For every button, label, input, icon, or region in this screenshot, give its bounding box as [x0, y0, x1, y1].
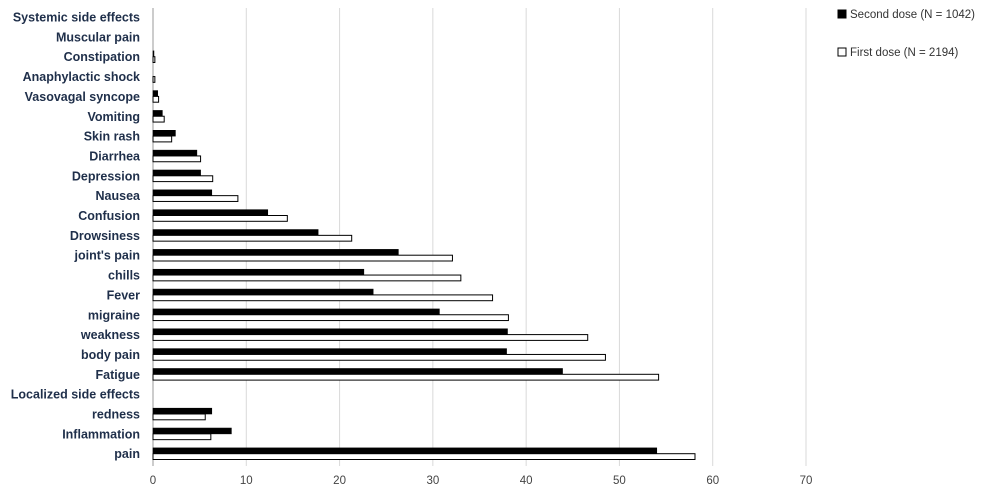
bar-first-dose: [152, 56, 156, 64]
bar-first-dose: [152, 135, 173, 143]
legend-swatch-first-dose: [837, 47, 847, 57]
category-label: Muscular pain: [56, 30, 140, 44]
bar-second-dose: [152, 90, 158, 97]
category-label: Depression: [72, 169, 140, 183]
category-label: migraine: [88, 308, 140, 322]
x-tick-label-50: 50: [613, 475, 626, 487]
bar-second-dose: [152, 209, 269, 216]
bar-first-dose: [152, 254, 453, 262]
category-label: Fatigue: [96, 368, 140, 382]
bar-second-dose: [152, 328, 508, 335]
legend-swatch-second-dose: [837, 9, 847, 19]
bar-second-dose: [152, 189, 213, 196]
legend: Second dose (N = 1042) First dose (N = 21…: [837, 9, 975, 59]
category-labels: Systemic side effects Muscular pain Consti…: [11, 11, 141, 462]
bar-first-dose: [152, 175, 214, 183]
bar-second-dose: [152, 149, 198, 157]
category-label: Vomiting: [87, 110, 140, 124]
bar-first-dose: [152, 453, 696, 461]
category-label: pain: [114, 447, 140, 461]
category-label: weakness: [80, 328, 140, 342]
bar-first-dose: [152, 234, 353, 242]
bar-first-dose: [152, 95, 160, 103]
category-label: Inflammation: [62, 427, 140, 441]
bar-first-dose: [152, 115, 165, 123]
bar-first-dose: [152, 353, 606, 361]
bar-second-dose: [152, 288, 374, 296]
bar-second-dose: [152, 130, 176, 137]
x-tick-label-10: 10: [240, 475, 253, 487]
bar-second-dose: [152, 427, 232, 435]
x-tick-label-70: 70: [800, 475, 813, 487]
bar-first-dose: [152, 76, 156, 83]
legend-label-first-dose: First dose (N = 2194): [850, 47, 959, 59]
bar-second-dose: [152, 407, 213, 415]
x-tick-label-30: 30: [426, 475, 439, 487]
category-label: Vasovagal syncope: [25, 90, 140, 104]
category-label: Anaphylactic shock: [23, 70, 140, 84]
category-label: Nausea: [96, 189, 142, 203]
bar-second-dose: [152, 308, 440, 316]
bar-first-dose: [152, 413, 206, 421]
bar-second-dose: [152, 169, 201, 177]
bar-second-dose: [152, 348, 507, 355]
category-label: joint's pain: [74, 249, 140, 263]
category-label: Drowsiness: [70, 229, 140, 243]
bar-first-dose: [152, 294, 494, 302]
category-label: body pain: [81, 348, 140, 362]
bar-second-dose: [152, 50, 155, 58]
bar-second-dose: [152, 110, 163, 117]
x-axis: 0 10 20 30 40 50 60 70: [150, 475, 813, 487]
x-tick-label-60: 60: [706, 475, 719, 487]
category-label: Localized side effects: [11, 388, 140, 402]
bar-first-dose: [152, 334, 589, 341]
bar-second-dose: [152, 447, 658, 454]
category-label: Systemic side effects: [13, 11, 140, 25]
category-label: Skin rash: [84, 130, 140, 144]
category-label: Fever: [107, 288, 140, 302]
bar-first-dose: [152, 373, 660, 381]
bar-first-dose: [152, 195, 239, 202]
category-label: redness: [92, 408, 140, 422]
bar-second-dose: [152, 368, 563, 375]
bar-first-dose: [152, 155, 202, 163]
bar-first-dose: [152, 314, 509, 322]
bar-second-dose: [152, 249, 399, 256]
x-tick-label-40: 40: [520, 475, 533, 487]
legend-label-second-dose: Second dose (N = 1042): [850, 9, 975, 21]
bar-first-dose: [152, 433, 212, 441]
category-label: chills: [108, 269, 140, 283]
category-label: Constipation: [64, 50, 140, 64]
category-label: Diarrhea: [89, 149, 141, 163]
x-tick-label-20: 20: [333, 475, 346, 487]
bar-first-dose: [152, 215, 288, 222]
bar-second-dose: [152, 268, 365, 276]
category-label: Confusion: [78, 209, 140, 223]
bar-first-dose: [152, 274, 462, 282]
bar-second-dose: [152, 229, 319, 236]
x-tick-label-0: 0: [150, 475, 156, 487]
bars: [152, 50, 696, 461]
